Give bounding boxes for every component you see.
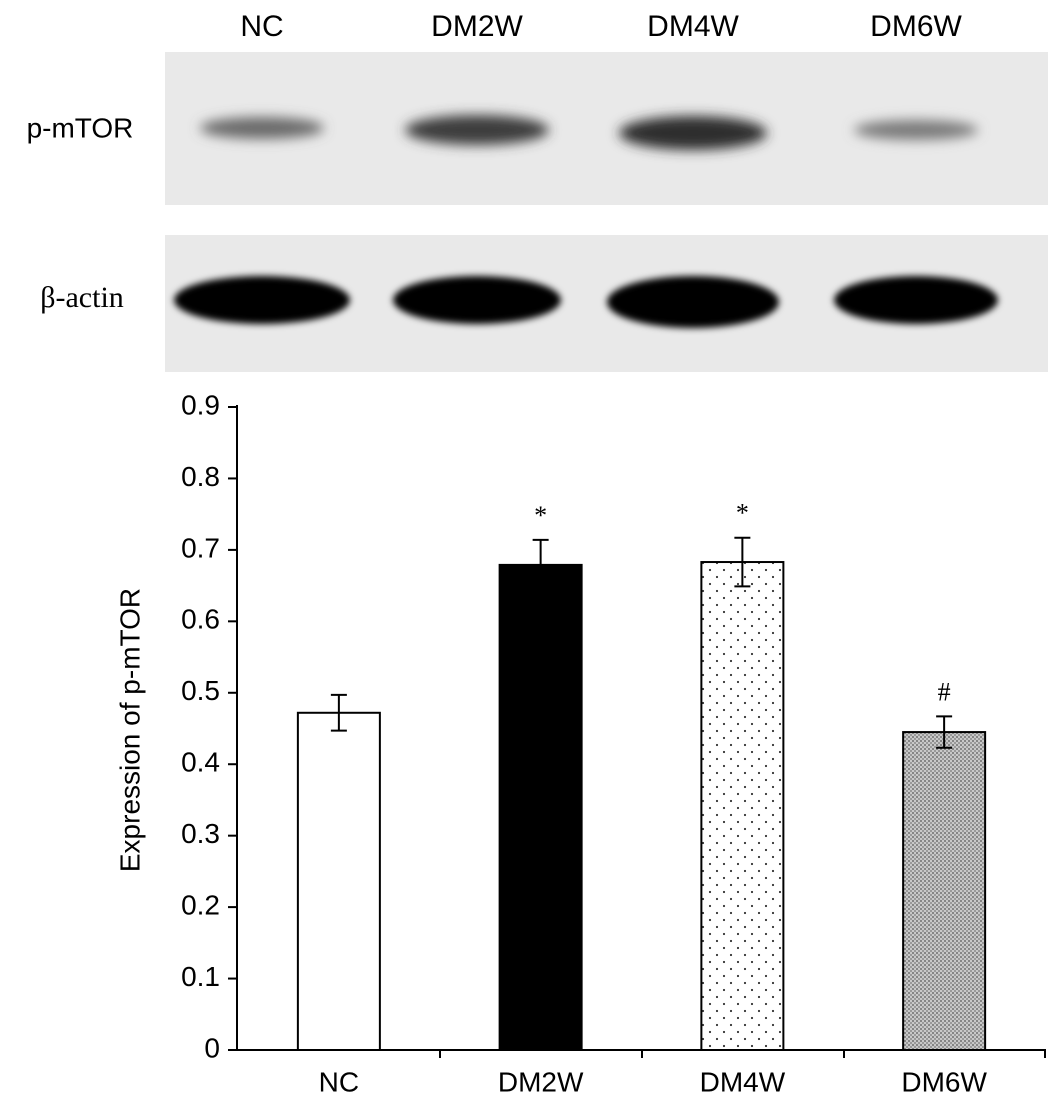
blot-lane-label: DM4W — [647, 10, 739, 43]
y-tick-label: 0 — [204, 1032, 220, 1063]
x-tick-label: NC — [319, 1066, 359, 1097]
y-axis-label: Expression of p-mTOR — [114, 588, 145, 872]
bar — [296, 711, 381, 1051]
y-tick-label: 0.1 — [181, 961, 220, 992]
blot-lane-label: DM2W — [431, 10, 523, 43]
x-axis-ticks — [439, 1050, 1046, 1058]
bar — [902, 731, 987, 1051]
y-tick-label: 0.4 — [181, 747, 220, 778]
p-mtor-bands — [200, 115, 978, 150]
error-bar — [734, 536, 751, 588]
blot-row-label: β-actin — [40, 281, 124, 314]
significance-label: # — [938, 677, 951, 706]
significance-label: * — [534, 501, 547, 530]
y-tick-label: 0.2 — [181, 890, 220, 921]
actin-bands — [174, 276, 998, 328]
y-tick-label: 0.3 — [181, 818, 220, 849]
x-tick-label: DM6W — [901, 1066, 987, 1097]
blot-lane-label: DM6W — [870, 10, 962, 43]
x-tick-label: DM4W — [700, 1066, 786, 1097]
y-tick-label: 0.8 — [181, 461, 220, 492]
blot-lane-label: NC — [240, 10, 283, 43]
y-tick-label: 0.7 — [181, 532, 220, 563]
y-tick-label: 0.9 — [181, 389, 220, 420]
bar — [700, 561, 785, 1051]
error-bar — [330, 693, 347, 732]
x-tick-label: DM2W — [498, 1066, 584, 1097]
significance-label: * — [736, 499, 749, 528]
error-bar — [936, 715, 953, 749]
error-bar — [532, 538, 549, 591]
blot-row-label: p-mTOR — [27, 112, 134, 143]
y-tick-label: 0.5 — [181, 675, 220, 706]
bar — [498, 563, 583, 1051]
y-tick-label: 0.6 — [181, 604, 220, 635]
